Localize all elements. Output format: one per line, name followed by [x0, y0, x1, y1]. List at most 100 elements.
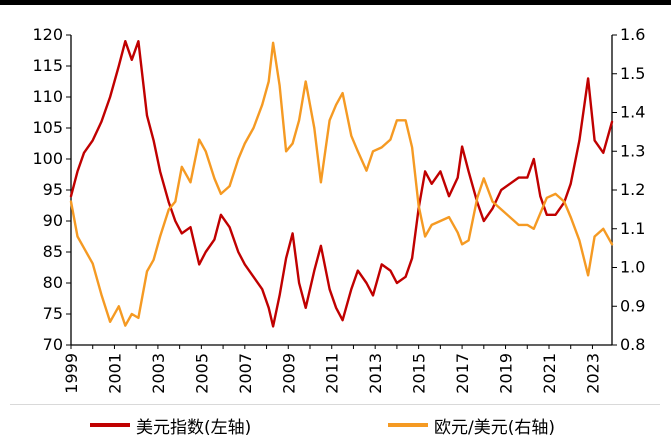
data-point-eur-usd: [267, 80, 270, 83]
y-right-tick-label: 1.1: [620, 219, 645, 238]
data-point-usd-index: [313, 269, 316, 272]
data-point-eur-usd: [372, 150, 374, 153]
data-point-eur-usd: [320, 181, 322, 184]
data-point-usd-index: [448, 195, 450, 198]
data-point-usd-index: [500, 189, 503, 191]
data-point-usd-index: [278, 294, 281, 297]
data-point-eur-usd: [313, 127, 316, 129]
data-point-eur-usd: [439, 220, 442, 222]
data-point-usd-index: [159, 170, 162, 173]
data-point-eur-usd: [424, 235, 426, 238]
y-left-tick-label: 95: [43, 180, 63, 199]
data-point-usd-index: [389, 269, 392, 272]
data-point-usd-index: [372, 294, 374, 297]
data-point-eur-usd: [396, 119, 398, 122]
data-point-eur-usd: [285, 150, 287, 153]
data-point-usd-index: [76, 170, 79, 173]
data-point-usd-index: [146, 114, 148, 117]
data-point-usd-index: [220, 213, 222, 216]
data-point-eur-usd: [569, 216, 572, 219]
y-left-tick-label: 75: [43, 304, 63, 323]
data-point-eur-usd: [430, 224, 433, 226]
y-left-tick-label: 85: [43, 242, 63, 261]
data-point-usd-index: [83, 151, 85, 154]
data-point-usd-index: [587, 77, 589, 80]
data-point-usd-index: [356, 269, 359, 272]
legend-label-eur-usd: 欧元/美元(右轴): [434, 417, 555, 438]
data-point-usd-index: [467, 170, 470, 173]
data-point-eur-usd: [476, 196, 479, 199]
y-left-tick-label: 100: [32, 149, 63, 168]
data-point-usd-index: [439, 170, 442, 173]
data-point-eur-usd: [228, 185, 231, 188]
data-point-usd-index: [611, 120, 613, 123]
data-point-eur-usd: [159, 235, 162, 238]
data-point-eur-usd: [509, 216, 511, 219]
data-point-eur-usd: [578, 239, 581, 242]
data-point-eur-usd: [389, 138, 392, 141]
data-point-usd-index: [204, 251, 207, 253]
data-point-usd-index: [491, 207, 494, 210]
series-line-eur-usd: [69, 41, 614, 327]
data-point-eur-usd: [83, 247, 85, 250]
legend: 美元指数(左轴) 欧元/美元(右轴): [10, 404, 660, 441]
series-layer: [69, 40, 614, 328]
data-point-usd-index: [130, 58, 133, 61]
y-right-tick-label: 1.6: [620, 25, 645, 44]
data-point-eur-usd: [198, 138, 201, 141]
data-point-usd-index: [291, 232, 294, 235]
data-point-eur-usd: [328, 119, 331, 122]
data-point-eur-usd: [100, 293, 103, 296]
data-point-eur-usd: [404, 119, 407, 122]
data-point-eur-usd: [545, 196, 548, 199]
data-point-usd-index: [517, 176, 520, 179]
data-point-eur-usd: [539, 212, 542, 215]
data-point-usd-index: [396, 282, 398, 284]
data-point-usd-index: [304, 306, 307, 309]
data-point-eur-usd: [304, 80, 307, 83]
data-point-eur-usd: [189, 181, 192, 184]
data-point-usd-index: [554, 213, 557, 216]
y-left-tick-label: 80: [43, 273, 63, 292]
data-point-eur-usd: [117, 305, 120, 308]
x-tick-label: 2001: [105, 353, 124, 394]
data-point-eur-usd: [180, 165, 183, 168]
data-point-usd-index: [124, 40, 127, 43]
data-point-eur-usd: [563, 200, 566, 203]
x-tick-label: 2023: [583, 353, 602, 394]
x-tick-label: 1999: [62, 353, 81, 394]
data-point-eur-usd: [532, 227, 535, 230]
data-point-usd-index: [174, 220, 177, 222]
data-point-usd-index: [320, 244, 322, 247]
data-point-eur-usd: [411, 146, 413, 149]
data-point-usd-index: [70, 195, 72, 198]
data-point-eur-usd: [278, 84, 281, 87]
data-point-eur-usd: [272, 41, 274, 44]
data-point-usd-index: [526, 176, 529, 179]
legend-item-eur-usd: 欧元/美元(右轴): [388, 414, 555, 438]
data-point-eur-usd: [261, 103, 264, 106]
data-point-usd-index: [237, 251, 240, 253]
x-tick-label: 2021: [540, 353, 559, 394]
series-line-usd-index: [69, 40, 614, 328]
data-point-eur-usd: [167, 208, 170, 211]
data-point-usd-index: [593, 139, 596, 142]
data-point-eur-usd: [130, 313, 133, 315]
data-point-eur-usd: [587, 274, 589, 277]
data-point-usd-index: [180, 232, 183, 235]
data-point-usd-index: [380, 263, 383, 266]
data-point-eur-usd: [554, 193, 557, 195]
data-point-eur-usd: [526, 224, 529, 226]
data-point-eur-usd: [602, 227, 605, 230]
data-point-usd-index: [404, 275, 407, 278]
data-point-eur-usd: [461, 243, 463, 246]
data-point-eur-usd: [291, 142, 294, 145]
y-left-tick-label: 90: [43, 211, 63, 230]
data-point-eur-usd: [365, 169, 368, 172]
data-point-usd-index: [100, 120, 103, 123]
data-point-eur-usd: [243, 142, 246, 145]
data-point-eur-usd: [124, 324, 127, 327]
data-point-usd-index: [213, 238, 216, 241]
data-point-usd-index: [350, 288, 353, 291]
